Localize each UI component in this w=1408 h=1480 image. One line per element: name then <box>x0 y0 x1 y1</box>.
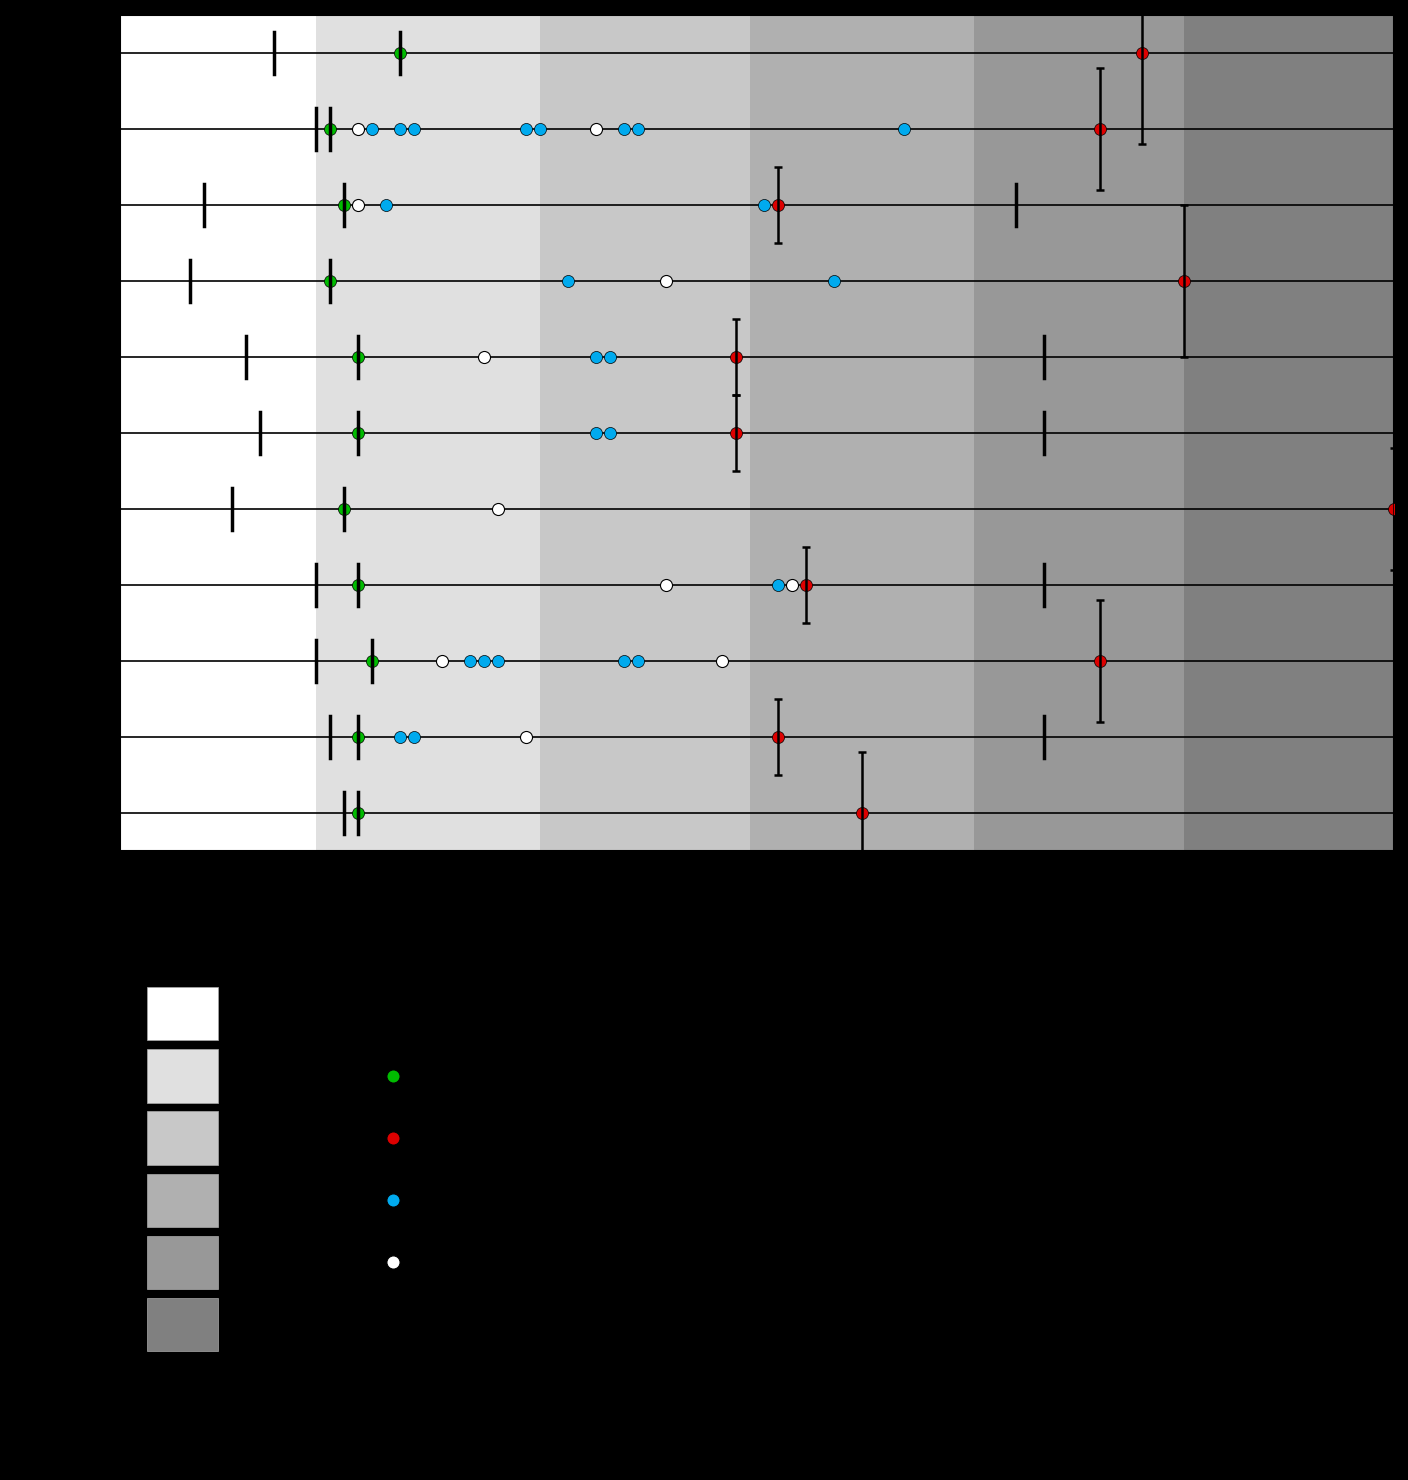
Point <box>346 345 369 369</box>
Point <box>711 650 734 673</box>
Bar <box>539 15 750 851</box>
Point <box>528 117 551 141</box>
Point <box>346 573 369 596</box>
Point <box>1088 117 1111 141</box>
Point <box>794 573 817 596</box>
Point <box>584 345 607 369</box>
Point <box>598 420 621 444</box>
Point <box>389 41 411 65</box>
Point <box>360 650 383 673</box>
Point <box>850 801 873 824</box>
Point <box>375 192 397 216</box>
Point <box>346 420 369 444</box>
Point <box>459 650 482 673</box>
Point <box>780 573 803 596</box>
Point <box>725 420 748 444</box>
Point <box>346 801 369 824</box>
Point <box>627 117 649 141</box>
Point <box>318 269 341 293</box>
Point <box>487 497 510 521</box>
Point <box>473 345 496 369</box>
Point <box>360 117 383 141</box>
Point <box>318 117 341 141</box>
Point <box>389 117 411 141</box>
Point <box>893 117 915 141</box>
Point <box>382 1126 404 1150</box>
Point <box>382 1188 404 1212</box>
Point <box>725 345 748 369</box>
Point <box>382 1251 404 1274</box>
Point <box>346 117 369 141</box>
Point <box>598 345 621 369</box>
Bar <box>146 1236 218 1289</box>
Bar <box>974 15 1184 851</box>
Point <box>655 573 677 596</box>
Point <box>389 725 411 749</box>
Point <box>822 269 845 293</box>
Point <box>514 725 536 749</box>
Bar <box>146 1049 218 1103</box>
Point <box>1131 41 1153 65</box>
Point <box>487 650 510 673</box>
Point <box>403 117 425 141</box>
Point <box>473 650 496 673</box>
Bar <box>146 1174 218 1227</box>
Point <box>332 192 355 216</box>
Point <box>403 725 425 749</box>
Point <box>346 725 369 749</box>
Point <box>627 650 649 673</box>
Point <box>612 117 635 141</box>
Point <box>766 192 788 216</box>
Bar <box>120 15 315 851</box>
Bar <box>146 1111 218 1165</box>
Point <box>766 725 788 749</box>
Point <box>556 269 579 293</box>
Point <box>752 192 774 216</box>
Bar <box>750 15 974 851</box>
Bar <box>315 15 539 851</box>
Point <box>655 269 677 293</box>
Point <box>332 497 355 521</box>
Point <box>584 117 607 141</box>
Point <box>1088 650 1111 673</box>
Bar <box>146 1298 218 1351</box>
Bar <box>1184 15 1394 851</box>
Point <box>766 573 788 596</box>
Point <box>431 650 453 673</box>
Bar <box>146 987 218 1040</box>
Point <box>612 650 635 673</box>
Point <box>1173 269 1195 293</box>
Point <box>514 117 536 141</box>
Point <box>1383 497 1405 521</box>
Point <box>584 420 607 444</box>
Point <box>382 1064 404 1088</box>
Point <box>346 192 369 216</box>
